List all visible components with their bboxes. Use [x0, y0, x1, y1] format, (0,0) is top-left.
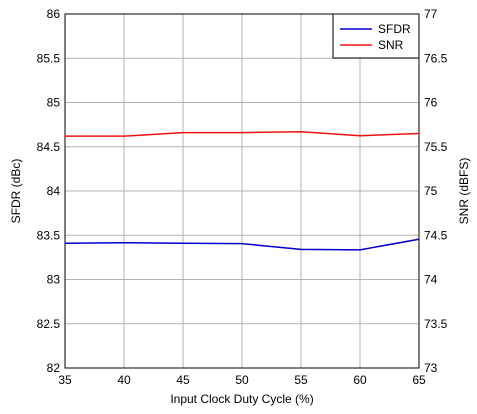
x-tick-label: 35 — [58, 373, 72, 387]
x-tick-label: 60 — [353, 373, 367, 387]
legend-label-snr: SNR — [378, 38, 404, 52]
y-right-tick-label: 77 — [424, 7, 438, 21]
y-right-tick-label: 74.5 — [424, 228, 448, 242]
y-left-tick-label: 84 — [47, 184, 61, 198]
legend-box — [332, 13, 420, 59]
y-left-tick-label: 84.5 — [37, 140, 61, 154]
y-left-axis-label: SFDR (dBc) — [9, 159, 23, 224]
y-right-tick-label: 76.5 — [424, 51, 448, 65]
y-left-tick-label: 83 — [47, 273, 61, 287]
x-tick-label: 55 — [294, 373, 308, 387]
x-tick-labels: 35 40 45 50 55 60 65 — [58, 373, 426, 387]
series-line-snr — [65, 130, 420, 137]
y-left-tick-labels: 82 82.5 83 83.5 84 84.5 85 85.5 86 — [37, 7, 61, 375]
x-tick-label: 50 — [235, 373, 249, 387]
y-right-axis-label: SNR (dBFS) — [457, 158, 471, 225]
plot-border — [64, 13, 420, 369]
y-right-tick-label: 75.5 — [424, 140, 448, 154]
y-right-tick-label: 73 — [424, 361, 438, 375]
y-left-tick-label: 86 — [47, 7, 61, 21]
x-tick-label: 45 — [176, 373, 190, 387]
y-left-tick-label: 82.5 — [37, 317, 61, 331]
y-right-tick-label: 74 — [424, 273, 438, 287]
x-tick-label: 65 — [412, 373, 426, 387]
series-lines — [64, 130, 420, 251]
y-left-tick-label: 85 — [47, 96, 61, 110]
y-right-tick-label: 76 — [424, 96, 438, 110]
x-axis-label: Input Clock Duty Cycle (%) — [170, 392, 313, 406]
y-left-tick-label: 85.5 — [37, 51, 61, 65]
x-tick-label: 40 — [117, 373, 131, 387]
legend-label-sfdr: SFDR — [378, 22, 411, 36]
y-right-tick-label: 73.5 — [424, 317, 448, 331]
y-left-tick-label: 82 — [47, 361, 61, 375]
y-right-tick-label: 75 — [424, 184, 438, 198]
legend: SFDR SNR — [332, 13, 420, 59]
y-right-tick-labels: 73 73.5 74 74.5 75 75.5 76 76.5 77 — [424, 7, 448, 375]
series-line-sfdr — [64, 238, 420, 251]
y-left-tick-label: 83.5 — [37, 228, 61, 242]
